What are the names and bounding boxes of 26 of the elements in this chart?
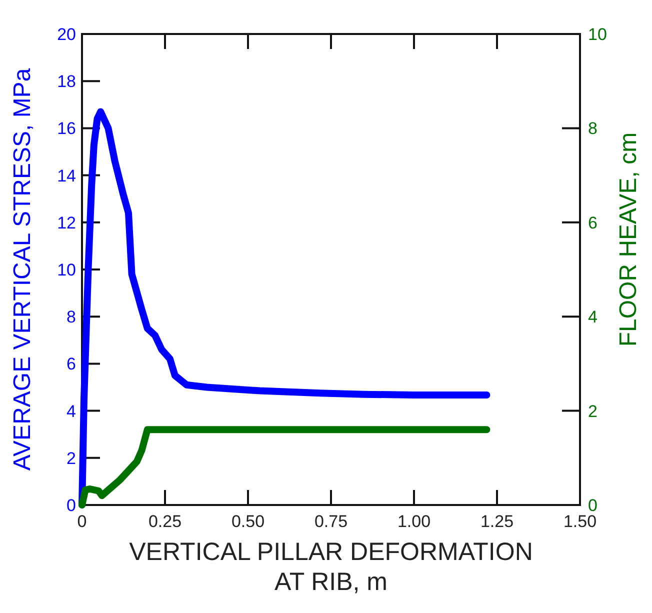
y2-tick-label: 10 xyxy=(588,24,607,44)
y-tick-label: 4 xyxy=(66,402,76,421)
y-tick-label: 6 xyxy=(66,354,76,374)
x-tick-label: 1.00 xyxy=(397,512,431,531)
x-tick-label: 0.50 xyxy=(231,512,265,531)
y-tick-label: 16 xyxy=(57,119,76,138)
y2-tick-label: 8 xyxy=(588,119,598,138)
y-tick-label: 8 xyxy=(66,308,76,327)
y2-tick-label: 2 xyxy=(588,402,598,421)
y-tick-label: 10 xyxy=(57,260,76,280)
x-tick-label: 0.25 xyxy=(148,512,182,531)
y-tick-label: 18 xyxy=(57,72,76,92)
y2-tick-label: 0 xyxy=(588,496,598,515)
x-tick-label: 1.25 xyxy=(480,512,514,531)
y2-axis-title: FLOOR HEAVE, cm xyxy=(615,132,642,347)
y-axis-title: AVERAGE VERTICAL STRESS, MPa xyxy=(9,68,36,471)
x-tick-label: 1.50 xyxy=(563,512,597,531)
y2-tick-label: 4 xyxy=(588,308,598,327)
y-tick-label: 20 xyxy=(57,24,76,44)
y-tick-label: 12 xyxy=(57,213,76,232)
y2-tick-label: 6 xyxy=(588,213,598,232)
x-axis-title: VERTICAL PILLAR DEFORMATION AT RIB, m xyxy=(129,538,533,596)
y-tick-label: 2 xyxy=(66,448,76,468)
y-tick-label: 14 xyxy=(57,166,76,186)
x-tick-label: 0.75 xyxy=(314,512,348,531)
y-tick-label: 0 xyxy=(66,496,76,515)
